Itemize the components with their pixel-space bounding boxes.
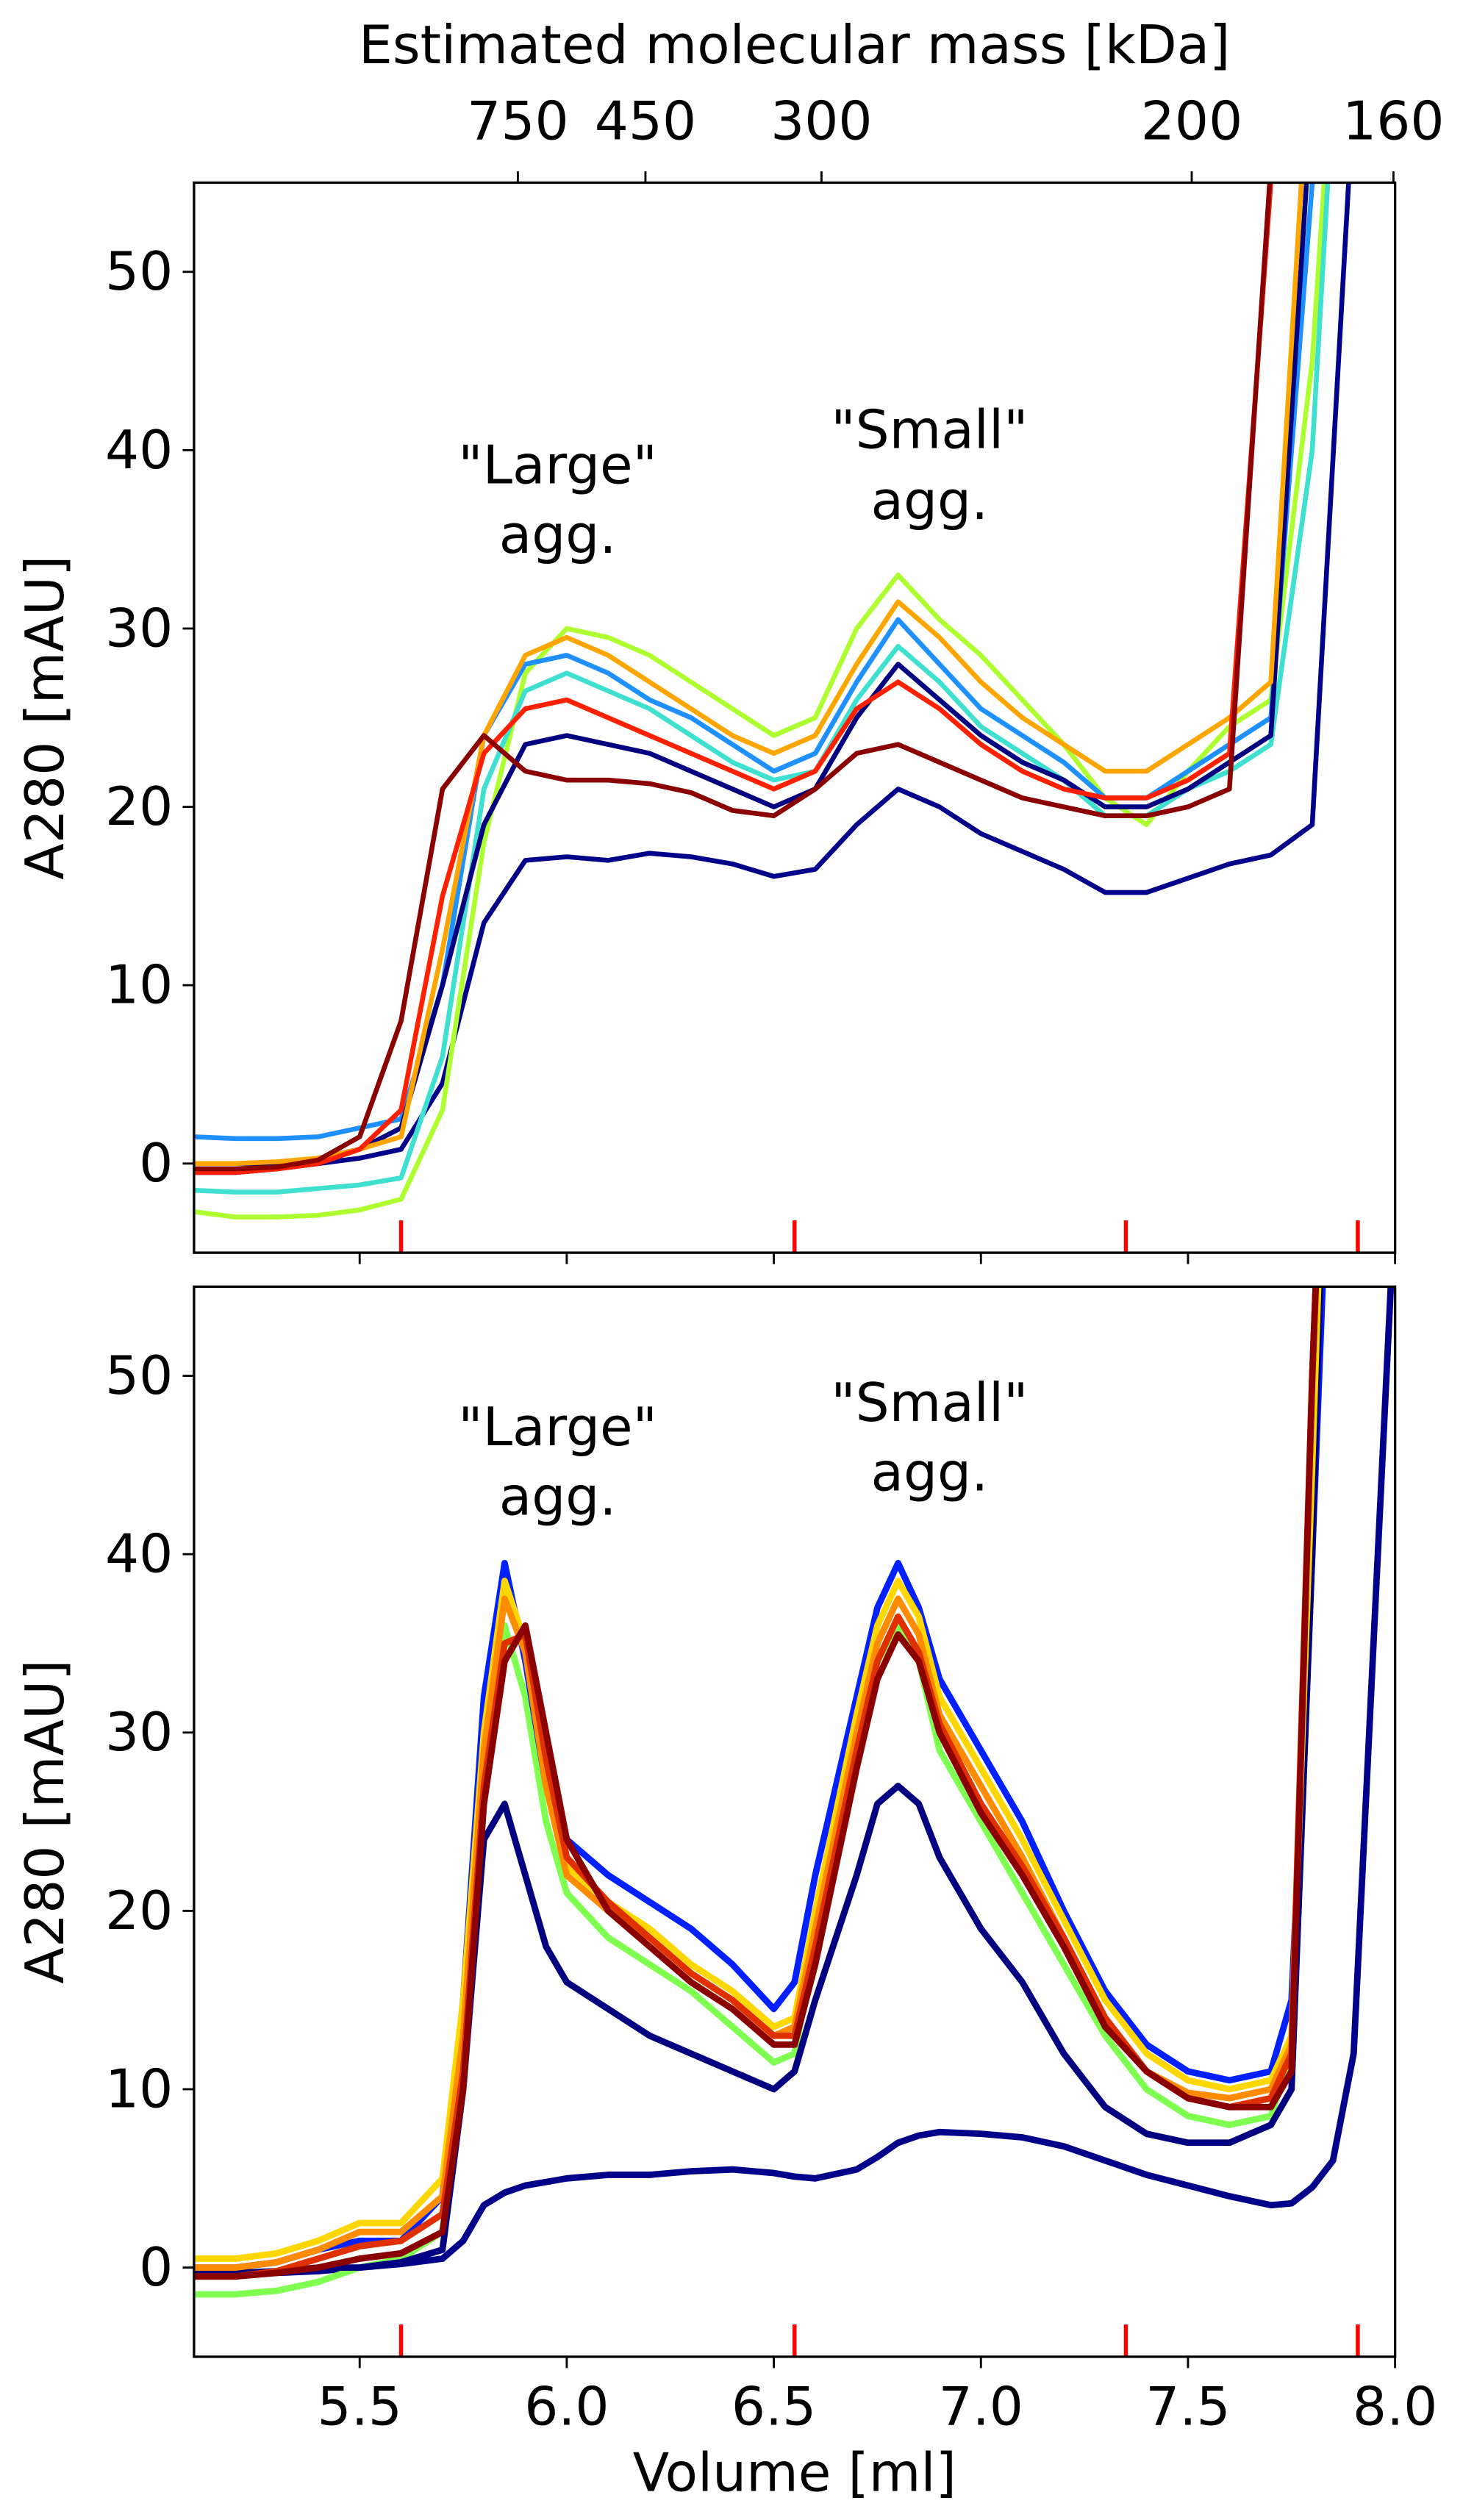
y-tick-label: 40 bbox=[105, 420, 173, 482]
panel: 0 10 20 30 40 50 750 450 300 200 160 Estimated mole… bbox=[15, 15, 1445, 1264]
x-tick-label: 6.0 bbox=[524, 2376, 609, 2438]
series-line bbox=[193, 182, 1331, 1195]
series-line bbox=[193, 1286, 1395, 2277]
series-line bbox=[193, 1286, 1323, 2277]
plot-area bbox=[193, 1286, 1395, 2298]
x2-tick-label: 450 bbox=[595, 90, 696, 152]
y-axis-title: A280 [mAU] bbox=[15, 1660, 76, 1984]
y-tick-label: 0 bbox=[139, 1133, 173, 1195]
y-tick-label: 20 bbox=[105, 776, 173, 838]
series-line bbox=[193, 1286, 1320, 2280]
x2-tick-label: 300 bbox=[770, 90, 872, 152]
x2-tick-label: 750 bbox=[467, 90, 568, 152]
x-axis-title: Volume [ml] bbox=[633, 2443, 956, 2505]
annotation: agg. bbox=[871, 1442, 989, 1504]
y-axis-title: A280 [mAU] bbox=[15, 556, 76, 880]
x-tick-label: 8.0 bbox=[1353, 2376, 1437, 2438]
y-tick-label: 40 bbox=[105, 1524, 173, 1586]
annotation: agg. bbox=[871, 470, 989, 532]
series-line bbox=[193, 182, 1351, 1175]
series-line bbox=[193, 182, 1273, 1175]
y-tick-label: 30 bbox=[105, 1702, 173, 1764]
annotation: "Small" bbox=[831, 1372, 1028, 1434]
x-tick-label: 7.5 bbox=[1145, 2376, 1230, 2438]
series-line bbox=[193, 182, 1327, 1220]
annotation: "Large" bbox=[458, 435, 657, 497]
x2-tick-label: 200 bbox=[1141, 90, 1242, 152]
x2-axis-title: Estimated molecular mass [kDa] bbox=[359, 15, 1230, 76]
x-tick-label: 7.0 bbox=[939, 2376, 1023, 2438]
y-tick-label: 10 bbox=[105, 2058, 173, 2120]
y-tick-label: 10 bbox=[105, 955, 173, 1017]
series-line bbox=[193, 182, 1273, 1172]
axes-frame bbox=[193, 1285, 1397, 2358]
panel: 0 10 20 30 40 50 5.5 6.0 6.5 7.0 7.5 8.0 Volume [ml]… bbox=[15, 1285, 1437, 2505]
axes-frame bbox=[193, 181, 1397, 1254]
x-tick-label: 5.5 bbox=[318, 2376, 402, 2438]
annotation: agg. bbox=[499, 504, 617, 566]
plot-area bbox=[193, 182, 1351, 1220]
y-tick-label: 20 bbox=[105, 1880, 173, 1942]
y-tick-label: 50 bbox=[105, 1345, 173, 1407]
x2-tick-label: 160 bbox=[1342, 90, 1444, 152]
annotation: "Large" bbox=[458, 1397, 657, 1458]
annotation: "Small" bbox=[831, 399, 1028, 461]
series-line bbox=[193, 182, 1304, 1167]
y-tick-label: 30 bbox=[105, 598, 173, 659]
x-tick-label: 6.5 bbox=[732, 2376, 816, 2438]
y-tick-label: 0 bbox=[139, 2237, 173, 2299]
y-tick-label: 50 bbox=[105, 241, 173, 303]
annotation: agg. bbox=[499, 1467, 617, 1528]
series-line bbox=[193, 182, 1309, 1167]
series-line bbox=[193, 182, 1315, 1142]
